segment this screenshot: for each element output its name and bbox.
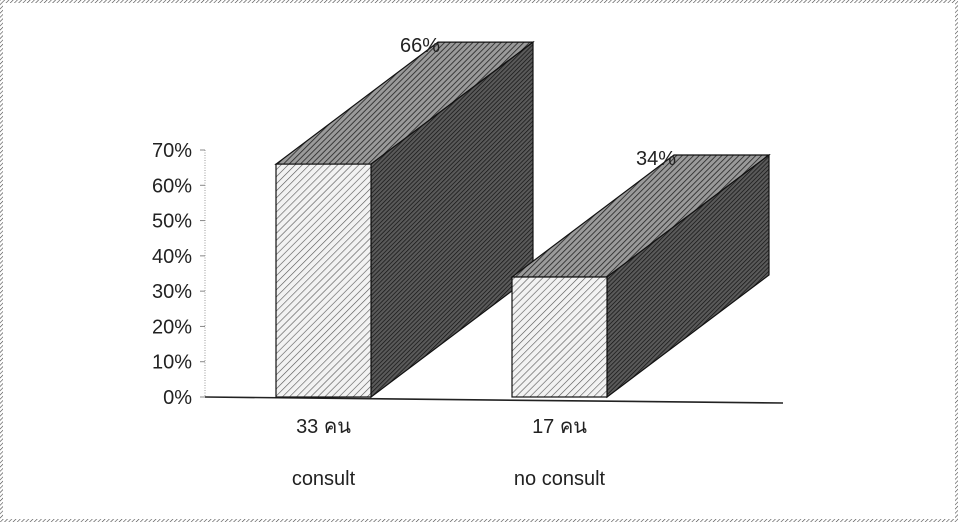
- bars: [274, 40, 771, 399]
- y-tick-label: 60%: [152, 175, 192, 197]
- y-tick-labels: 0% 10% 20% 30% 40% 50% 60% 70%: [152, 140, 205, 409]
- x-axis: [204, 396, 784, 404]
- count-label: 33 คน: [296, 416, 351, 438]
- y-tick-label: 30%: [152, 281, 192, 303]
- category-label: consult: [292, 468, 356, 490]
- category-label: no consult: [514, 468, 606, 490]
- y-tick-label: 10%: [152, 352, 192, 374]
- y-tick-label: 20%: [152, 316, 192, 338]
- data-labels: 66% 33 คน consult 34% 17 คน no consult: [292, 35, 676, 490]
- y-tick-label: 50%: [152, 211, 192, 233]
- y-tick-label: 70%: [152, 140, 192, 162]
- value-label: 66%: [400, 35, 440, 57]
- bar-front-face: [275, 163, 372, 398]
- y-tick-label: 40%: [152, 246, 192, 268]
- bar-2: [510, 153, 771, 399]
- y-tick-label: 0%: [163, 387, 192, 409]
- value-label: 34%: [636, 148, 676, 170]
- count-label: 17 คน: [532, 416, 587, 438]
- bar-front-face: [511, 276, 608, 398]
- bar-1: [274, 40, 535, 399]
